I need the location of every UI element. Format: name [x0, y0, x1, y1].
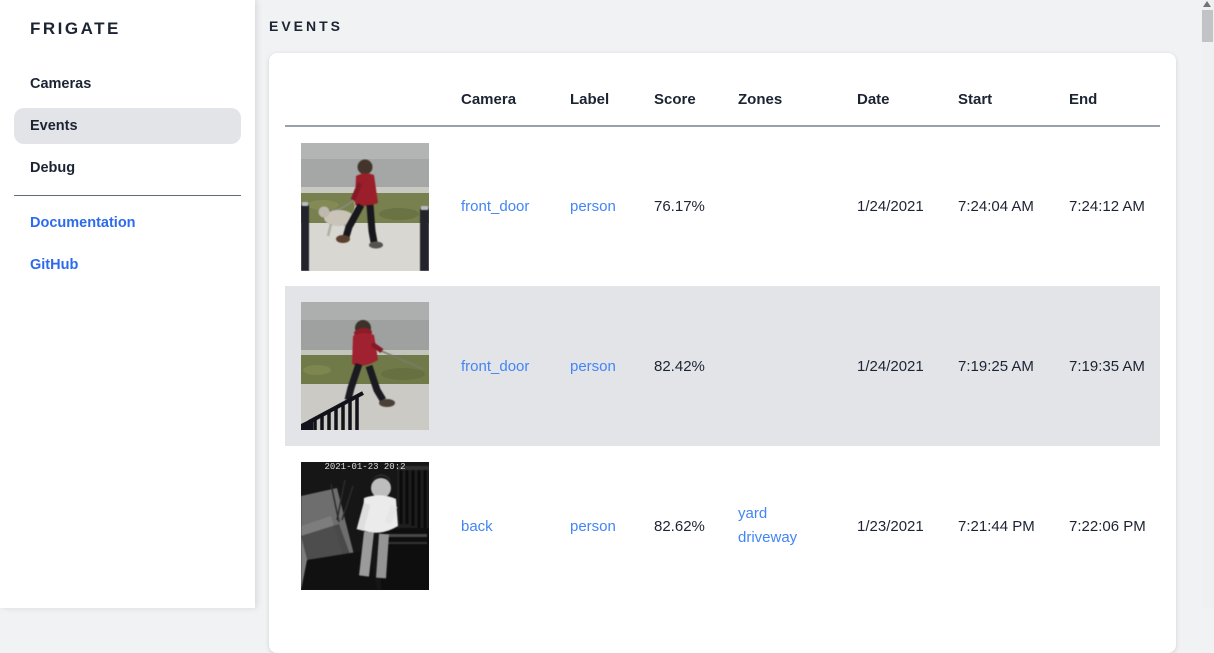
scrollbar-up-icon[interactable]: [1203, 1, 1211, 7]
score-value: 82.62%: [654, 517, 705, 535]
column-header-score: Score: [654, 69, 738, 127]
event-row[interactable]: front_door person 82.42% 1/24/2021 7:19:…: [285, 286, 1160, 446]
sidebar-nav: Cameras Events Debug Documentation GitHu…: [0, 66, 255, 283]
sidebar-link-github[interactable]: GitHub: [30, 257, 79, 273]
start-time-value: 7:24:04 AM: [958, 198, 1034, 215]
zones-cell: [738, 286, 857, 446]
page-title: EVENTS: [269, 18, 344, 34]
end-time-value: 7:24:12 AM: [1069, 198, 1145, 215]
camera-link[interactable]: front_door: [461, 198, 530, 215]
scrollbar-track[interactable]: [1201, 0, 1214, 608]
end-time-value: 7:19:35 AM: [1069, 357, 1145, 375]
start-time-value: 7:19:25 AM: [958, 357, 1034, 375]
camera-link[interactable]: back: [461, 517, 493, 535]
sidebar-item-cameras[interactable]: Cameras: [30, 76, 92, 92]
zones-cell: yard driveway: [738, 446, 857, 606]
column-header-label: Label: [570, 69, 654, 127]
event-thumbnail[interactable]: 2021-01-23 20:2: [301, 462, 429, 590]
events-card: Camera Label Score Zones Date Start End: [269, 53, 1176, 653]
zone-link[interactable]: yard: [738, 505, 768, 522]
column-header-zones: Zones: [738, 69, 857, 127]
camera-timestamp-overlay: 2021-01-23 20:2: [324, 462, 405, 472]
zones-cell: [738, 126, 857, 286]
score-value: 76.17%: [654, 198, 705, 215]
column-header-thumbnail: [285, 69, 461, 127]
end-time-value: 7:22:06 PM: [1069, 517, 1146, 535]
score-value: 82.42%: [654, 357, 705, 375]
label-link[interactable]: person: [570, 198, 616, 215]
app-title: FRIGATE: [30, 19, 121, 38]
event-row[interactable]: 2021-01-23 20:2 back person 82.62% yard …: [285, 446, 1160, 606]
date-value: 1/23/2021: [857, 517, 924, 535]
sidebar-item-debug[interactable]: Debug: [30, 160, 76, 176]
column-header-date: Date: [857, 69, 958, 127]
table-header-row: Camera Label Score Zones Date Start End: [285, 69, 1160, 127]
column-header-end: End: [1069, 69, 1160, 127]
scrollbar-thumb[interactable]: [1202, 10, 1213, 42]
zone-link[interactable]: driveway: [738, 529, 798, 546]
event-thumbnail[interactable]: [301, 142, 429, 271]
date-value: 1/24/2021: [857, 357, 924, 375]
column-header-start: Start: [958, 69, 1069, 127]
sidebar: FRIGATE Cameras Events Debug Documentati…: [0, 0, 255, 608]
camera-link[interactable]: front_door: [461, 357, 530, 375]
events-table: Camera Label Score Zones Date Start End: [285, 69, 1160, 606]
column-header-camera: Camera: [461, 69, 570, 127]
label-link[interactable]: person: [570, 357, 616, 375]
start-time-value: 7:21:44 PM: [958, 517, 1035, 535]
sidebar-divider: [14, 195, 241, 196]
date-value: 1/24/2021: [857, 198, 924, 215]
sidebar-link-documentation[interactable]: Documentation: [30, 215, 136, 231]
event-thumbnail[interactable]: [301, 302, 429, 430]
label-link[interactable]: person: [570, 517, 616, 535]
event-row[interactable]: front_door person 76.17% 1/24/2021 7:24:…: [285, 126, 1160, 286]
sidebar-item-events[interactable]: Events: [14, 108, 241, 144]
main-content: EVENTS Camera Label Score Zones Date Sta…: [255, 0, 1201, 653]
